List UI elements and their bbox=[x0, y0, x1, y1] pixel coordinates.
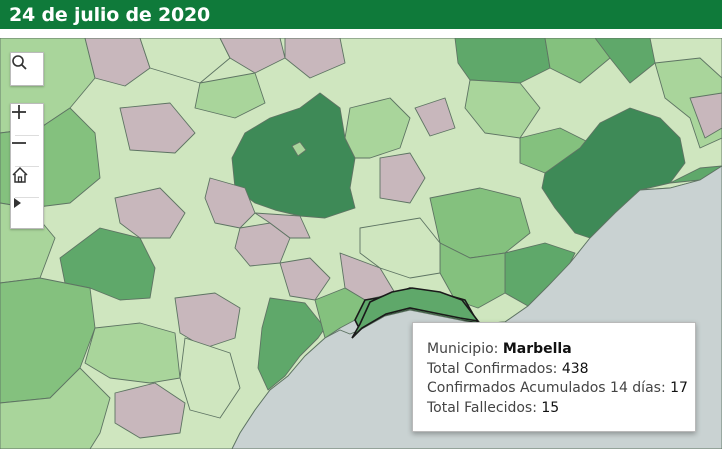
region-south-mid bbox=[84, 322, 181, 384]
region-east-coast bbox=[669, 165, 722, 184]
header-bar: 24 de julio de 2020 bbox=[0, 0, 722, 29]
region-pink-sw bbox=[174, 292, 241, 349]
region-pink-n3 bbox=[284, 38, 346, 79]
region-pink-mid bbox=[339, 252, 396, 301]
expand-button[interactable] bbox=[11, 197, 43, 227]
region-antequera-hole bbox=[291, 141, 307, 157]
page-title: 24 de julio de 2020 bbox=[9, 4, 211, 26]
fallecidos-label: Total Fallecidos: bbox=[427, 400, 537, 416]
fallecidos-value: 15 bbox=[541, 400, 560, 416]
region-ne-mid bbox=[544, 38, 611, 84]
tooltip-municipio: Municipio: Marbella bbox=[427, 341, 572, 357]
control-divider bbox=[15, 166, 39, 167]
region-pink-cluster4 bbox=[254, 212, 311, 239]
control-divider bbox=[15, 135, 39, 136]
confirmados-label: Total Confirmados: bbox=[427, 361, 558, 377]
municipality-tooltip: Municipio: Marbella Total Confirmados: 4… bbox=[412, 322, 696, 432]
tooltip-confirmados: Total Confirmados: 438 bbox=[427, 361, 589, 377]
map-search-button[interactable] bbox=[10, 52, 44, 86]
region-center-light bbox=[439, 242, 506, 309]
municipio-value: Marbella bbox=[502, 341, 572, 357]
tooltip-acumulados: Confirmados Acumulados 14 días: 17 bbox=[427, 380, 688, 396]
region-ne-dark2 bbox=[594, 38, 656, 84]
municipio-label: Municipio: bbox=[427, 341, 499, 357]
region-pink-w bbox=[114, 187, 186, 239]
region-pink-n1 bbox=[219, 38, 286, 74]
region-pink-nw1 bbox=[84, 38, 151, 87]
map-controls bbox=[10, 103, 44, 229]
region-green-n2 bbox=[194, 72, 266, 119]
confirmados-value: 438 bbox=[561, 361, 589, 377]
acumulados-label: Confirmados Acumulados 14 días: bbox=[427, 380, 666, 396]
region-sw-bottom bbox=[0, 367, 111, 449]
region-mid-light2 bbox=[359, 217, 441, 279]
tooltip-fallecidos: Total Fallecidos: 15 bbox=[427, 400, 559, 416]
marbella-outline bbox=[351, 287, 480, 339]
map-canvas[interactable] bbox=[0, 38, 722, 449]
region-coast-mijas bbox=[257, 297, 326, 391]
region-pink-s bbox=[114, 382, 186, 439]
region-pink-nw2 bbox=[119, 102, 196, 154]
home-button[interactable] bbox=[11, 166, 43, 196]
region-right-of-antequera bbox=[344, 97, 411, 159]
minus-icon bbox=[12, 142, 26, 144]
search-icon bbox=[11, 54, 43, 84]
acumulados-value: 17 bbox=[670, 380, 688, 396]
zoom-out-button[interactable] bbox=[11, 135, 43, 165]
plus-icon bbox=[12, 105, 26, 119]
region-ne-pink bbox=[689, 92, 722, 139]
municipality-map[interactable] bbox=[0, 38, 722, 449]
control-divider bbox=[15, 197, 39, 198]
region-pink-cluster3 bbox=[279, 257, 331, 301]
zoom-in-button[interactable] bbox=[11, 104, 43, 134]
home-icon bbox=[12, 166, 28, 183]
region-pink-center bbox=[379, 152, 426, 204]
region-pink-center2 bbox=[414, 97, 456, 137]
play-icon bbox=[14, 198, 21, 208]
region-light-n1 bbox=[139, 38, 231, 84]
